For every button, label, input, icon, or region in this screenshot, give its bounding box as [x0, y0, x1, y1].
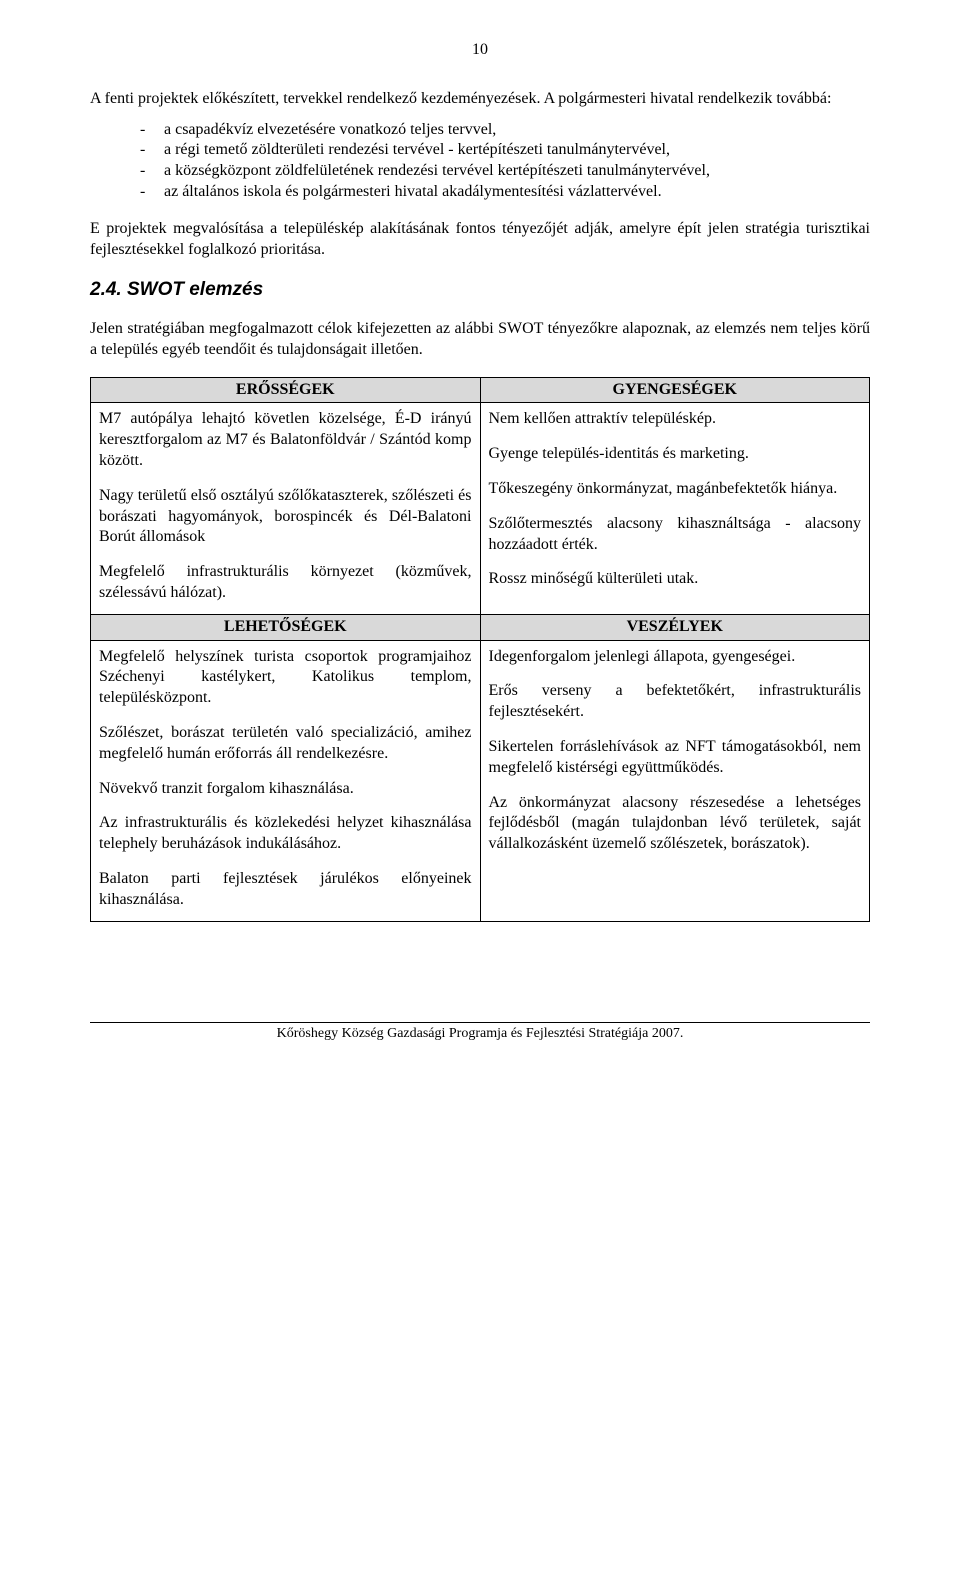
bullet-item: az általános iskola és polgármesteri hiv…: [140, 182, 870, 203]
opportunities-p3: Növekvő tranzit forgalom kihasználása.: [99, 779, 472, 800]
header-strengths: ERŐSSÉGEK: [91, 377, 481, 403]
opportunities-p1: Megfelelő helyszínek turista csoportok p…: [99, 647, 472, 709]
strengths-p3: Megfelelő infrastrukturális környezet (k…: [99, 562, 472, 604]
table-row: M7 autópálya lehajtó követlen közelsége,…: [91, 403, 870, 614]
weaknesses-p3: Tőkeszegény önkormányzat, magánbefektető…: [489, 479, 862, 500]
opportunities-p5: Balaton parti fejlesztések járulékos elő…: [99, 869, 472, 911]
weaknesses-p5: Rossz minőségű külterületi utak.: [489, 569, 862, 590]
threats-p3: Sikertelen forráslehívások az NFT támoga…: [489, 737, 862, 779]
paragraph-projects: E projektek megvalósítása a településkép…: [90, 219, 870, 261]
opportunities-p4: Az infrastrukturális és közlekedési hely…: [99, 813, 472, 855]
table-row: ERŐSSÉGEK GYENGESÉGEK: [91, 377, 870, 403]
strengths-p1: M7 autópálya lehajtó követlen közelsége,…: [99, 409, 472, 471]
bullet-item: a községközpont zöldfelületének rendezés…: [140, 161, 870, 182]
cell-threats: Idegenforgalom jelenlegi állapota, gyeng…: [480, 640, 870, 921]
bullet-list: a csapadékvíz elvezetésére vonatkozó tel…: [90, 120, 870, 203]
cell-strengths: M7 autópálya lehajtó követlen közelsége,…: [91, 403, 481, 614]
bullet-item: a régi temető zöldterületi rendezési ter…: [140, 140, 870, 161]
threats-p2: Erős verseny a befektetőkért, infrastruk…: [489, 681, 862, 723]
table-row: Megfelelő helyszínek turista csoportok p…: [91, 640, 870, 921]
section-heading-swot: 2.4. SWOT elemzés: [90, 278, 870, 303]
opportunities-p2: Szőlészet, borászat területén való speci…: [99, 723, 472, 765]
paragraph-swot-intro: Jelen stratégiában megfogalmazott célok …: [90, 319, 870, 361]
table-row: LEHETŐSÉGEK VESZÉLYEK: [91, 614, 870, 640]
threats-p1: Idegenforgalom jelenlegi állapota, gyeng…: [489, 647, 862, 668]
bullet-item: a csapadékvíz elvezetésére vonatkozó tel…: [140, 120, 870, 141]
weaknesses-p2: Gyenge település-identitás és marketing.: [489, 444, 862, 465]
header-weaknesses: GYENGESÉGEK: [480, 377, 870, 403]
cell-opportunities: Megfelelő helyszínek turista csoportok p…: [91, 640, 481, 921]
page-number: 10: [90, 40, 870, 61]
header-opportunities: LEHETŐSÉGEK: [91, 614, 481, 640]
page-footer: Kőröshegy Község Gazdasági Programja és …: [90, 1022, 870, 1043]
cell-weaknesses: Nem kellően attraktív településkép. Gyen…: [480, 403, 870, 614]
weaknesses-p4: Szőlőtermesztés alacsony kihasználtsága …: [489, 514, 862, 556]
header-threats: VESZÉLYEK: [480, 614, 870, 640]
paragraph-intro: A fenti projektek előkészített, tervekke…: [90, 89, 870, 110]
threats-p4: Az önkormányzat alacsony részesedése a l…: [489, 793, 862, 855]
strengths-p2: Nagy területű első osztályú szőlőkataszt…: [99, 486, 472, 548]
weaknesses-p1: Nem kellően attraktív településkép.: [489, 409, 862, 430]
swot-table: ERŐSSÉGEK GYENGESÉGEK M7 autópálya lehaj…: [90, 377, 870, 922]
